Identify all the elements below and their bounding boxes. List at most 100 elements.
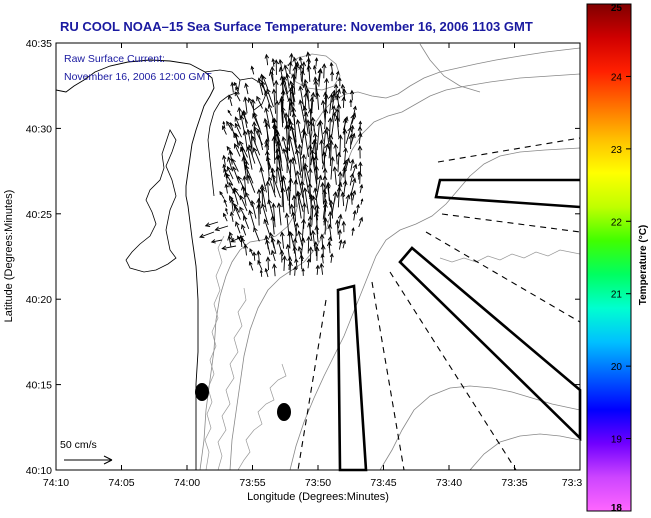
current-vector [337,152,340,173]
current-vector [304,131,310,158]
current-vector-head [256,203,261,209]
current-vector [235,221,241,234]
current-vector-head [328,133,334,140]
current-vector [249,210,255,228]
current-vector-head [285,243,291,250]
current-vector-head [357,125,363,131]
current-vector-head [259,269,263,273]
current-vector-head [228,181,233,188]
current-vector [283,256,286,271]
current-vector [307,120,312,144]
current-vector [289,159,292,191]
current-vector-head [307,215,313,221]
current-vector-head [337,213,343,220]
current-vector [286,213,290,236]
current-vector-head [335,219,340,225]
current-vector-head [302,131,308,137]
nearshore-contours [204,235,581,471]
current-vector-head [327,223,333,230]
current-vector-head [228,149,233,155]
current-vector [345,127,352,144]
current-vector [316,175,322,199]
coastline [55,59,215,470]
current-vector-head [307,108,313,114]
current-vector-head [268,70,274,76]
current-vector-head [328,199,334,205]
current-vector [359,184,363,194]
current-vector-head [278,98,284,104]
current-vector-head [256,250,261,256]
current-vector-head [329,252,334,258]
current-vector-head [321,63,327,69]
current-vector-head [303,78,309,85]
current-vector-head [280,106,286,112]
current-vector [320,140,323,164]
current-vector [342,84,345,95]
current-vector [299,144,303,172]
current-vector [283,149,292,178]
current-vector [304,188,309,214]
current-vector [252,136,261,156]
current-vector [235,87,240,95]
current-vector [344,158,350,173]
current-vector-head [352,209,357,215]
current-vector [225,173,234,186]
current-vector-head [226,120,231,126]
current-vector [297,119,303,144]
current-vector-head [271,202,277,208]
current-vector-head [317,68,323,74]
current-vector [211,239,223,243]
current-vector-head [297,230,302,236]
current-vector [235,116,241,130]
current-vector [330,253,333,263]
current-vector [215,225,229,231]
current-vector [248,145,256,164]
current-vector [289,62,292,74]
current-vector [351,113,356,124]
current-vector-head [341,88,347,94]
current-vector [199,231,215,238]
current-vector-head [289,125,295,131]
current-vector-head [264,89,269,96]
current-vector-head [229,197,235,203]
current-vector-head [314,224,320,231]
current-vector-head [313,211,319,217]
x-tick-label: 74:05 [108,477,134,489]
current-vector-head [281,79,287,85]
current-vector-head [223,167,228,173]
current-vector-head [251,135,257,141]
current-vector [314,133,318,158]
current-vector [321,144,328,170]
current-vector [244,97,248,114]
current-vector [301,219,305,242]
current-vector [253,227,260,242]
current-vector-head [350,113,356,120]
current-vector-head [271,117,277,123]
current-vector-head [313,240,319,247]
current-vector [267,257,269,270]
current-vector [245,192,253,208]
current-vector [315,212,319,235]
current-vector-head [237,106,242,113]
current-vector [291,85,295,107]
current-vector-head [328,93,334,99]
current-vector-head [252,111,258,118]
current-vector [298,246,304,262]
current-vector-head [259,167,265,173]
current-vector-head [260,80,266,86]
current-vector [241,224,247,236]
current-vector [331,192,337,214]
current-vector-head [313,187,318,193]
current-vector-head [227,235,232,241]
current-vector-head [225,172,231,179]
current-vector-head [338,134,343,140]
current-vector-head [331,111,337,118]
current-vector-head [349,191,354,197]
current-vector [273,136,276,164]
current-vector-head [234,132,239,139]
current-vector-head [301,267,305,272]
current-vector [260,167,267,193]
current-vector-head [256,95,261,102]
current-vector-head [257,77,263,83]
current-vector-head [319,139,324,145]
